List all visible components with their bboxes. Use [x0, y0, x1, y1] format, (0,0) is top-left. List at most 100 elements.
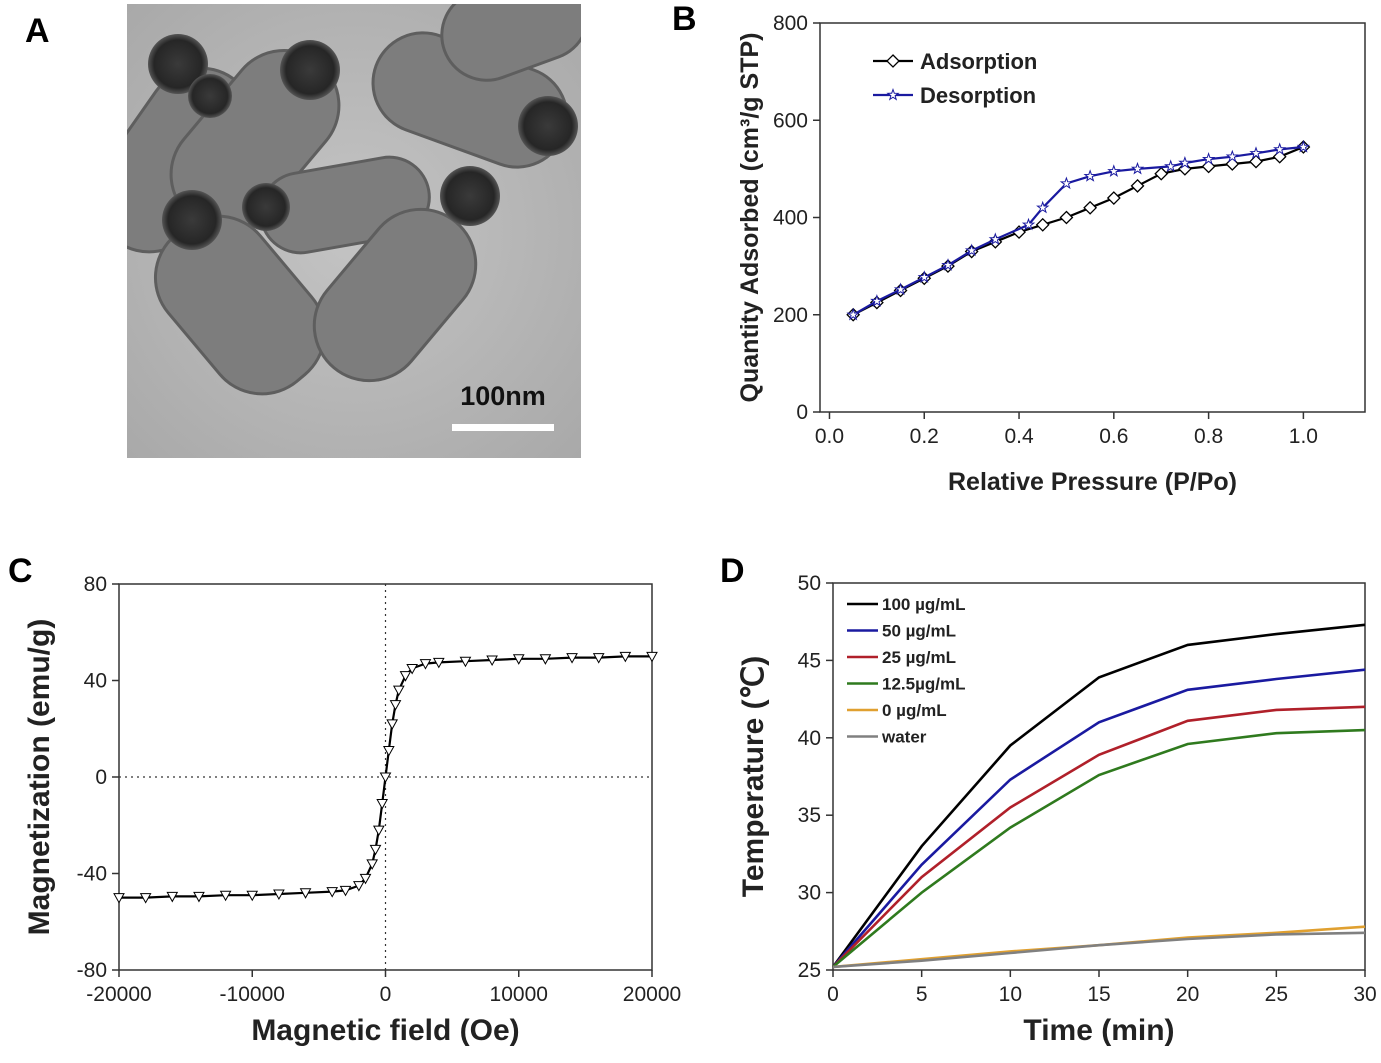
data-point [369, 844, 382, 856]
data-point [1130, 178, 1145, 193]
series-line [832, 705, 1366, 968]
data-point [592, 653, 605, 664]
plot-frame [819, 22, 1366, 413]
data-point [1107, 164, 1121, 178]
data-point [1130, 161, 1145, 175]
x-tick-label: -10000 [220, 983, 285, 1006]
data-point [1106, 191, 1121, 205]
panel-label-d: D [720, 552, 745, 590]
data-point [1178, 155, 1192, 169]
data-point [459, 656, 472, 668]
x-tick-label: 0.4 [1004, 425, 1034, 448]
series-line [832, 668, 1366, 968]
legend-label: 25 µg/mL [882, 648, 956, 667]
data-point [1164, 159, 1178, 173]
y-axis-label: Temperature (℃) [737, 656, 770, 898]
series-line [852, 145, 1304, 316]
data-point [1059, 210, 1074, 225]
tem-image: 100nm [127, 4, 581, 458]
data-point [512, 654, 525, 665]
nanoparticle [148, 34, 208, 94]
data-point [870, 294, 884, 307]
data-point [1272, 149, 1287, 164]
series-line [831, 623, 1366, 968]
x-tick-label: 0 [827, 983, 839, 1006]
scale-bar-label: 100nm [460, 381, 546, 411]
legend-label: 100 µg/mL [882, 595, 966, 614]
y-tick-label: 45 [798, 649, 821, 672]
x-tick-label: 25 [1265, 983, 1288, 1006]
y-tick-label: 50 [798, 572, 821, 595]
x-tick-label: -20000 [86, 983, 151, 1006]
data-point [646, 651, 658, 663]
y-tick-label: 800 [773, 12, 808, 35]
data-point [399, 671, 412, 682]
y-tick-label: 200 [773, 304, 808, 327]
data-point [139, 893, 152, 904]
data-point [406, 663, 418, 675]
data-point [432, 657, 445, 669]
data-point [1059, 176, 1074, 190]
data-point [326, 887, 339, 898]
data-point [359, 873, 372, 885]
y-tick-label: 0 [796, 401, 808, 424]
legend-label: 12.5µg/mL [882, 675, 966, 694]
data-point [353, 881, 365, 892]
legend-label: 50 µg/mL [882, 622, 956, 641]
x-tick-label: 5 [916, 983, 928, 1006]
y-tick-label: 400 [773, 207, 808, 230]
legend-label: 0 µg/mL [882, 701, 947, 720]
chart-c-hysteresis: -20000 -10000 0 10000 20000 -80 -40 0 40 80 Magnet… [23, 573, 681, 1047]
nanoparticle [188, 74, 232, 118]
x-tick-label: 30 [1353, 983, 1376, 1006]
data-point [166, 891, 179, 903]
panel-label-a: A [25, 12, 50, 50]
data-point [376, 799, 389, 810]
data-point [299, 888, 312, 899]
x-tick-label: 1.0 [1289, 425, 1318, 448]
data-point [193, 891, 205, 903]
data-point [846, 307, 860, 321]
data-point [1083, 200, 1098, 215]
chart-b-isotherm: 0.0 0.2 0.4 0.6 0.8 1.0 0 200 400 600 800 Relative … [736, 12, 1366, 496]
data-point [1249, 146, 1263, 160]
y-tick-label: 25 [798, 959, 821, 982]
y-tick-label: -40 [77, 863, 107, 886]
data-point [486, 655, 498, 667]
x-tick-label: 10 [999, 983, 1022, 1006]
data-point [372, 825, 385, 837]
y-tick-label: 30 [798, 882, 821, 905]
y-tick-label: 80 [84, 573, 107, 596]
data-point [539, 654, 552, 665]
x-tick-label: 20000 [623, 983, 681, 1006]
x-tick-label: 15 [1087, 983, 1110, 1006]
y-tick-label: 40 [84, 670, 107, 693]
y-tick-label: 35 [798, 804, 821, 827]
data-point [1154, 166, 1169, 181]
data-point [1021, 217, 1036, 231]
data-point [219, 890, 232, 902]
series-line [852, 145, 1304, 316]
series-line [832, 728, 1366, 968]
y-tick-label: -80 [77, 959, 107, 982]
data-point [566, 653, 578, 664]
data-point [1036, 200, 1050, 214]
data-point [1201, 159, 1216, 174]
data-point [392, 685, 405, 697]
x-tick-label: 0.6 [1099, 425, 1128, 448]
data-point [273, 889, 285, 901]
legend-marker [886, 54, 900, 68]
data-point [379, 772, 392, 784]
x-axis-label: Magnetic field (Oe) [251, 1014, 519, 1047]
x-axis-label: Relative Pressure (P/Po) [948, 468, 1237, 496]
x-axis-label: Time (min) [1023, 1014, 1174, 1047]
x-tick-label: 0.8 [1194, 425, 1223, 448]
panel-label-c: C [8, 552, 33, 590]
data-point [366, 859, 379, 870]
legend-label: Adsorption [920, 49, 1037, 74]
nanoparticle [440, 166, 500, 226]
legend-label: water [881, 728, 927, 747]
nanoparticle [162, 190, 222, 250]
legend-marker [886, 87, 900, 101]
data-point [988, 232, 1003, 246]
